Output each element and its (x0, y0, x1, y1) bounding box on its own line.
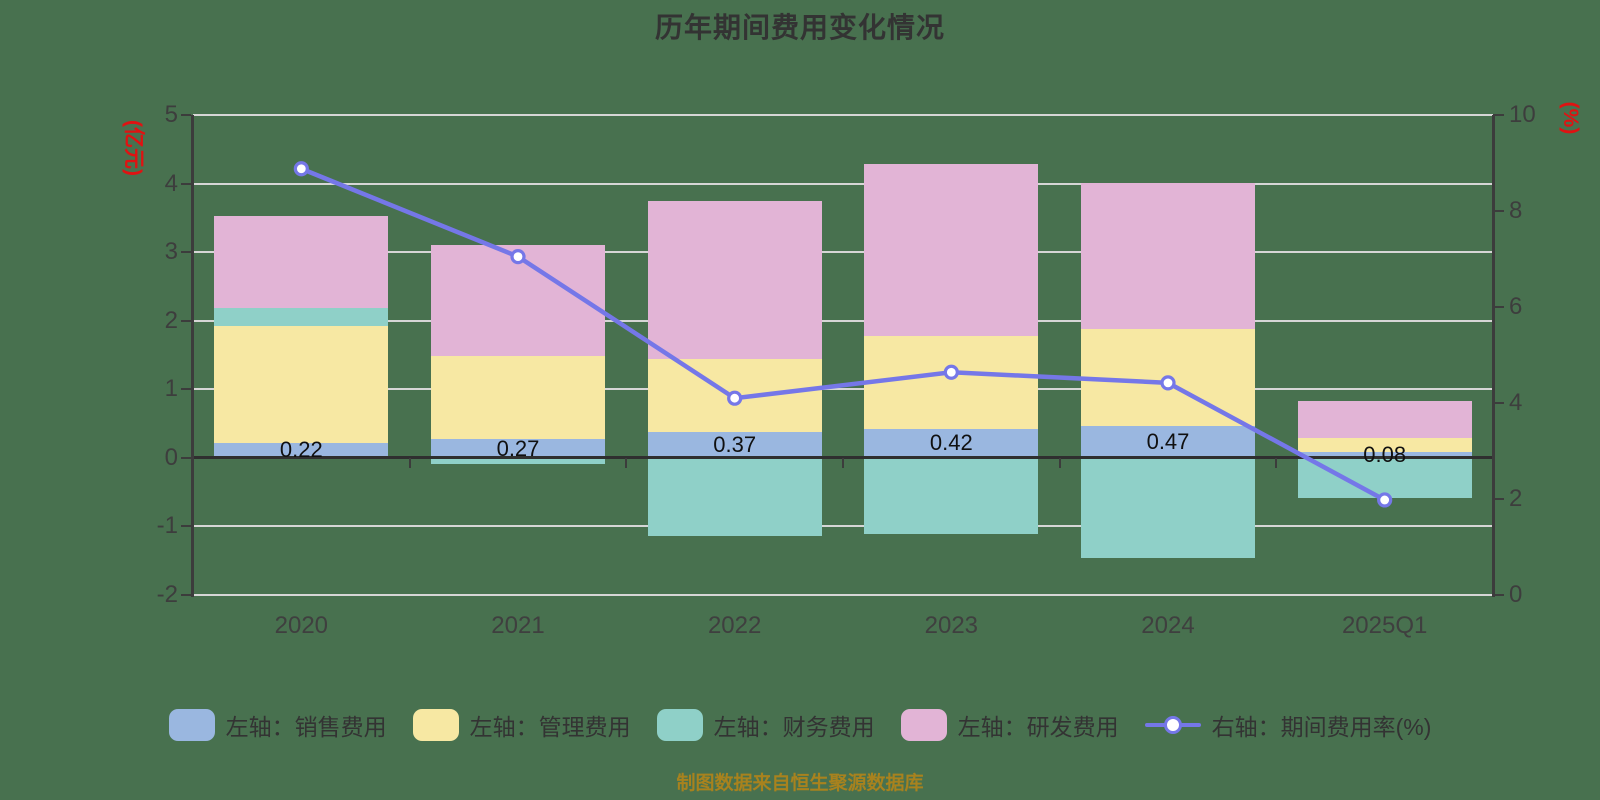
gridline (193, 114, 1493, 116)
bar-segment (864, 163, 1039, 336)
rate-line-marker (293, 161, 309, 177)
left-axis-tick-label: 5 (164, 101, 178, 128)
bar-value-label: 0.47 (1146, 428, 1190, 454)
x-axis-tick (1058, 457, 1061, 468)
left-axis-tick (181, 388, 191, 391)
bar-value-label: 0.37 (713, 432, 757, 458)
bar-value-label: 0.27 (496, 435, 540, 461)
left-axis-tick-label: 2 (164, 306, 178, 334)
left-axis-tick (181, 525, 191, 528)
bar-segment (647, 457, 822, 536)
left-axis-tick-label: 4 (164, 169, 178, 197)
right-axis-tick-label: 2 (1509, 485, 1523, 512)
legend-item[interactable]: 左轴：销售费用 (168, 708, 387, 742)
bar-segment (647, 359, 822, 433)
x-axis-category-label: 2024 (1141, 612, 1195, 639)
legend-label: 左轴：销售费用 (225, 714, 387, 740)
chart-title: 历年期间费用变化情况 (654, 12, 945, 43)
right-axis-tick-label: 4 (1509, 389, 1523, 416)
right-axis-tick-label: 8 (1509, 197, 1523, 224)
legend-item[interactable]: 右轴：期间费用率(%) (1144, 708, 1432, 742)
legend: 左轴：销售费用 左轴：管理费用 左轴：财务费用 左轴：研发费用 右轴：期间费用率(%) (0, 708, 1600, 742)
legend-label: 右轴：期间费用率(%) (1211, 714, 1432, 740)
bar-segment (647, 200, 822, 360)
left-axis-tick (181, 114, 191, 116)
right-axis-tick (1493, 210, 1504, 212)
bar-segment (1081, 328, 1255, 426)
left-axis-tick (181, 594, 191, 596)
left-axis-tick-label: -1 (156, 512, 178, 540)
gridline (193, 525, 1493, 528)
legend-swatch-icon (168, 709, 215, 741)
left-axis-line (191, 115, 194, 597)
x-axis-tick (1275, 457, 1278, 468)
right-axis-tick-label: 10 (1509, 101, 1536, 128)
bar-segment (864, 335, 1039, 430)
x-axis-tick (842, 457, 844, 468)
bar-segment (1297, 400, 1472, 438)
legend-label: 左轴：管理费用 (469, 714, 631, 740)
gridline (193, 594, 1493, 596)
legend-swatch-icon (656, 709, 703, 741)
legend-line-marker-icon (1144, 709, 1201, 741)
legend-label: 左轴：财务费用 (713, 714, 875, 740)
legend-swatch-icon (900, 709, 947, 741)
left-axis-tick (181, 456, 191, 459)
right-axis-tick (1493, 594, 1504, 596)
left-axis-tick (181, 182, 191, 185)
x-axis-category-label: 2020 (274, 612, 329, 639)
left-axis-tick (181, 251, 191, 254)
x-axis-category-label: 2021 (491, 612, 545, 639)
left-axis-tick-label: -2 (156, 581, 178, 608)
right-axis-tick (1493, 402, 1504, 404)
bar-segment (431, 355, 605, 440)
bar-segment (1081, 182, 1255, 329)
bar-segment (214, 307, 389, 327)
right-axis-line (1492, 115, 1495, 597)
right-axis-tick (1493, 498, 1504, 500)
left-axis-tick-label: 3 (164, 238, 178, 266)
left-axis-tick-label: 1 (164, 375, 178, 403)
bar-value-label: 0.08 (1363, 442, 1407, 468)
right-axis-tick (1493, 306, 1504, 308)
right-axis-tick-label: 0 (1509, 581, 1523, 608)
legend-item[interactable]: 左轴：管理费用 (412, 708, 631, 742)
x-axis-category-label: 2025Q1 (1341, 612, 1428, 639)
bar-segment (864, 457, 1039, 534)
bar-value-label: 0.42 (929, 430, 973, 456)
bar-segment (214, 326, 389, 443)
legend-item[interactable]: 左轴：财务费用 (656, 708, 875, 742)
legend-item[interactable]: 左轴：研发费用 (900, 708, 1119, 742)
data-source-caption: 制图数据来自恒生聚源数据库 (676, 773, 924, 794)
legend-label: 左轴：研发费用 (957, 714, 1119, 740)
gridline (193, 182, 1493, 185)
bar-segment (431, 244, 605, 356)
left-axis-tick (181, 319, 191, 322)
x-axis-category-label: 2022 (707, 612, 762, 639)
bar-segment (214, 215, 389, 308)
x-axis-category-label: 2023 (924, 612, 979, 639)
right-axis-tick-label: 6 (1509, 293, 1523, 320)
left-axis-tick-label: 0 (164, 443, 178, 471)
x-axis-tick (625, 457, 628, 468)
bar-value-label: 0.22 (279, 437, 323, 463)
bar-segment (1081, 457, 1255, 558)
x-axis-tick (408, 457, 411, 468)
legend-swatch-icon (412, 709, 459, 741)
right-axis-tick (1493, 114, 1504, 116)
